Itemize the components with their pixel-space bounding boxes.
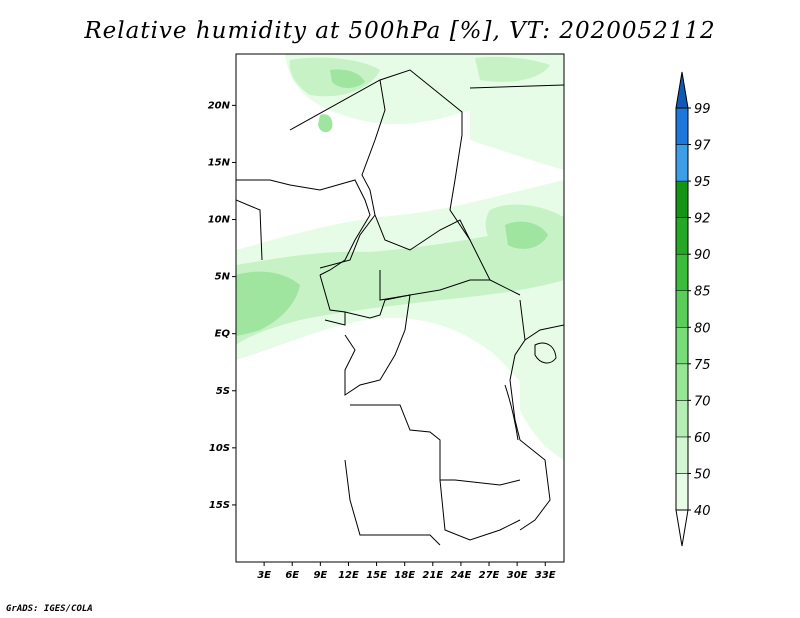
colorbar-segment bbox=[675, 290, 689, 328]
colorbar-upper-triangle bbox=[675, 71, 689, 109]
country-borders bbox=[236, 69, 564, 546]
colorbar-level-label: 75 bbox=[694, 358, 711, 373]
humidity-band-mid bbox=[236, 215, 564, 345]
colorbar-level-label: 70 bbox=[694, 394, 711, 409]
border-angola bbox=[350, 404, 521, 486]
lat-tick-label: 15N bbox=[208, 157, 231, 168]
border-drc-east bbox=[509, 299, 551, 531]
chart-title: Relative humidity at 500hPa [%], VT: 202… bbox=[84, 18, 716, 44]
border-lake bbox=[534, 342, 557, 364]
colorbar-level-label: 95 bbox=[694, 175, 711, 190]
axis-ticks: 20N 15N 10N 5N EQ 5S 10S 15S 3E 6E 9E 12E 15E 18E 21E 2… bbox=[208, 100, 556, 581]
colorbar-level-label: 90 bbox=[694, 248, 711, 263]
lon-tick-label: 6E bbox=[285, 570, 299, 581]
lat-tick-label: 5S bbox=[216, 386, 230, 397]
map-frame bbox=[235, 53, 565, 563]
colorbar-level-label: 60 bbox=[694, 431, 711, 446]
lat-tick-label: EQ bbox=[215, 329, 231, 340]
colorbar-segment bbox=[675, 436, 689, 474]
colorbar-segment bbox=[675, 327, 689, 365]
border-chad-car bbox=[374, 214, 471, 251]
border-niger-chad bbox=[319, 79, 386, 269]
colorbar-level-label: 40 bbox=[694, 504, 711, 519]
colorbar-lower-triangle bbox=[675, 509, 689, 547]
colorbar-level-label: 80 bbox=[694, 321, 711, 336]
lat-tick-label: 5N bbox=[215, 272, 231, 283]
lon-tick-label: 27E bbox=[479, 570, 500, 581]
colorbar-level-label: 85 bbox=[694, 285, 711, 300]
border-congo bbox=[344, 294, 411, 396]
humidity-patch-ne bbox=[475, 56, 550, 82]
lake-tanganyika bbox=[504, 384, 519, 441]
lon-tick-label: 18E bbox=[394, 570, 415, 581]
lon-tick-label: 30E bbox=[507, 570, 528, 581]
lon-tick-label: 24E bbox=[451, 570, 472, 581]
border-nigeria bbox=[236, 179, 371, 276]
border-ne bbox=[469, 84, 564, 89]
colorbar-segment bbox=[675, 217, 689, 255]
humidity-patch-dark-1 bbox=[318, 114, 333, 133]
humidity-band-northeast bbox=[470, 54, 564, 170]
humidity-band-dark bbox=[236, 271, 300, 336]
humidity-shading bbox=[236, 54, 564, 562]
lon-tick-label: 21E bbox=[422, 570, 443, 581]
colorbar-segment bbox=[675, 144, 689, 182]
colorbar-frame bbox=[675, 107, 689, 511]
border-zambia bbox=[439, 479, 521, 541]
colorbar-level-label: 92 bbox=[694, 212, 711, 227]
lon-tick-label: 33E bbox=[535, 570, 556, 581]
colorbar: 40 50 60 70 75 80 85 90 92 95 97 99 bbox=[675, 71, 711, 547]
border-angola-south bbox=[344, 459, 441, 546]
colorbar-level-label: 50 bbox=[694, 467, 711, 482]
credit-label: GrADS: IGES/COLA bbox=[6, 604, 93, 614]
lon-tick-label: 15E bbox=[366, 570, 387, 581]
lat-tick-label: 20N bbox=[208, 100, 231, 111]
humidity-band-southeast bbox=[520, 365, 564, 460]
border-west bbox=[236, 199, 263, 261]
colorbar-level-label: 97 bbox=[694, 139, 711, 154]
lon-tick-label: 9E bbox=[313, 570, 327, 581]
border-north bbox=[289, 69, 521, 296]
colorbar-segment bbox=[675, 473, 689, 511]
border-east-africa bbox=[524, 324, 564, 341]
lon-tick-label: 12E bbox=[338, 570, 359, 581]
colorbar-segment bbox=[675, 180, 689, 218]
lat-tick-label: 10N bbox=[208, 215, 231, 226]
colorbar-segment bbox=[675, 400, 689, 438]
border-car bbox=[379, 270, 490, 301]
lon-tick-label: 3E bbox=[257, 570, 271, 581]
lat-tick-label: 15S bbox=[209, 500, 230, 511]
humidity-patch-dark-3 bbox=[330, 69, 365, 88]
colorbar-segment bbox=[675, 107, 689, 145]
colorbar-level-label: 99 bbox=[694, 102, 711, 117]
colorbar-segment bbox=[675, 253, 689, 291]
colorbar-segment bbox=[675, 363, 689, 401]
lat-tick-label: 10S bbox=[209, 443, 230, 454]
humidity-patch-dark-2 bbox=[505, 221, 548, 249]
